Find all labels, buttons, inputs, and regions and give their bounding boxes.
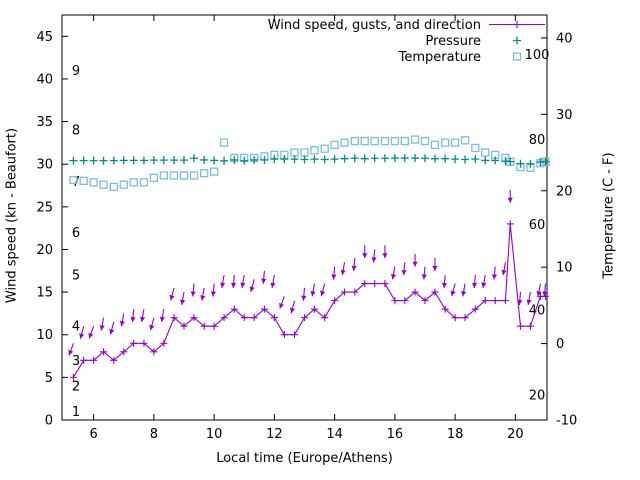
- svg-text:16: 16: [387, 427, 404, 442]
- svg-text:18: 18: [447, 427, 464, 442]
- legend-sample-pressure: [513, 36, 521, 45]
- svg-text:100: 100: [525, 48, 550, 63]
- tick-labels: 6 8 10 12 14 16 18 20051015202530354045-1001020…: [36, 30, 577, 442]
- svg-text:6: 6: [89, 427, 97, 442]
- legend-sample-wind: [489, 21, 545, 29]
- svg-text:20: 20: [556, 184, 573, 199]
- y-axis-left-title: Wind speed (kn - Beaufort): [4, 127, 20, 304]
- svg-text:30: 30: [36, 158, 53, 173]
- svg-text:80: 80: [529, 133, 546, 148]
- svg-text:Temperature: Temperature: [398, 50, 481, 65]
- wind-speed-series: [69, 220, 549, 381]
- svg-text:10: 10: [36, 328, 53, 343]
- svg-text:20: 20: [529, 388, 546, 403]
- svg-text:4: 4: [72, 320, 80, 335]
- svg-text:10: 10: [206, 427, 223, 442]
- x-axis-title: Local time (Europe/Athens): [216, 451, 393, 466]
- svg-text:40: 40: [529, 303, 546, 318]
- svg-text:9: 9: [72, 64, 80, 79]
- pressure-series: [69, 154, 550, 168]
- svg-text:30: 30: [556, 108, 573, 123]
- legend-sample-temperature: [512, 52, 522, 61]
- svg-text:0: 0: [45, 414, 53, 429]
- svg-text:25: 25: [36, 200, 53, 215]
- svg-text:3: 3: [72, 354, 80, 369]
- svg-text:45: 45: [36, 30, 53, 45]
- svg-text:6: 6: [72, 226, 80, 241]
- svg-text:12: 12: [266, 427, 283, 442]
- beaufort-scale-labels: 1 2 3 4 5 6 7 8 9: [72, 64, 80, 420]
- y-axis-right-title: Temperature (C - F): [601, 152, 617, 279]
- svg-text:0: 0: [556, 337, 564, 352]
- svg-text:40: 40: [556, 31, 573, 46]
- svg-text:1: 1: [72, 405, 80, 420]
- axes: [61, 14, 548, 421]
- svg-text:Pressure: Pressure: [425, 34, 481, 49]
- fahrenheit-scale-labels: 20 40 60 80 100: [525, 48, 550, 403]
- legend: Wind speed, gusts, and directionPressure…: [268, 18, 545, 65]
- svg-text:10: 10: [556, 261, 573, 276]
- svg-text:5: 5: [72, 269, 80, 284]
- svg-text:60: 60: [529, 218, 546, 233]
- svg-text:8: 8: [72, 124, 80, 139]
- svg-text:35: 35: [36, 115, 53, 130]
- svg-text:15: 15: [36, 286, 53, 301]
- svg-text:14: 14: [326, 427, 343, 442]
- svg-text:8: 8: [150, 427, 158, 442]
- svg-text:2: 2: [72, 379, 80, 394]
- svg-text:20: 20: [36, 243, 53, 258]
- svg-text:20: 20: [507, 427, 524, 442]
- gust-direction-arrows: [68, 189, 548, 356]
- svg-text:Wind speed, gusts, and directi: Wind speed, gusts, and direction: [268, 18, 481, 33]
- svg-text:-10: -10: [556, 414, 577, 429]
- svg-text:7: 7: [72, 175, 80, 190]
- svg-text:40: 40: [36, 72, 53, 87]
- temperature-series: [69, 135, 550, 192]
- svg-text:5: 5: [45, 371, 53, 386]
